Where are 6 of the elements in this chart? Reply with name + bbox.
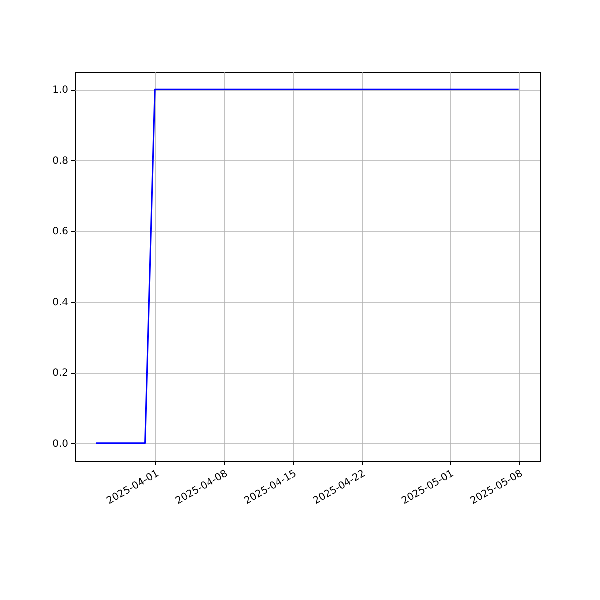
y-tick-label: 0.2 — [52, 368, 68, 380]
y-tick-label: 0.6 — [52, 226, 68, 238]
y-tick-label: 0.4 — [52, 297, 68, 308]
y-tick-label: 0.0 — [52, 438, 68, 450]
y-tick-label: 1.0 — [52, 85, 68, 96]
y-tick-label: 0.8 — [52, 156, 68, 167]
